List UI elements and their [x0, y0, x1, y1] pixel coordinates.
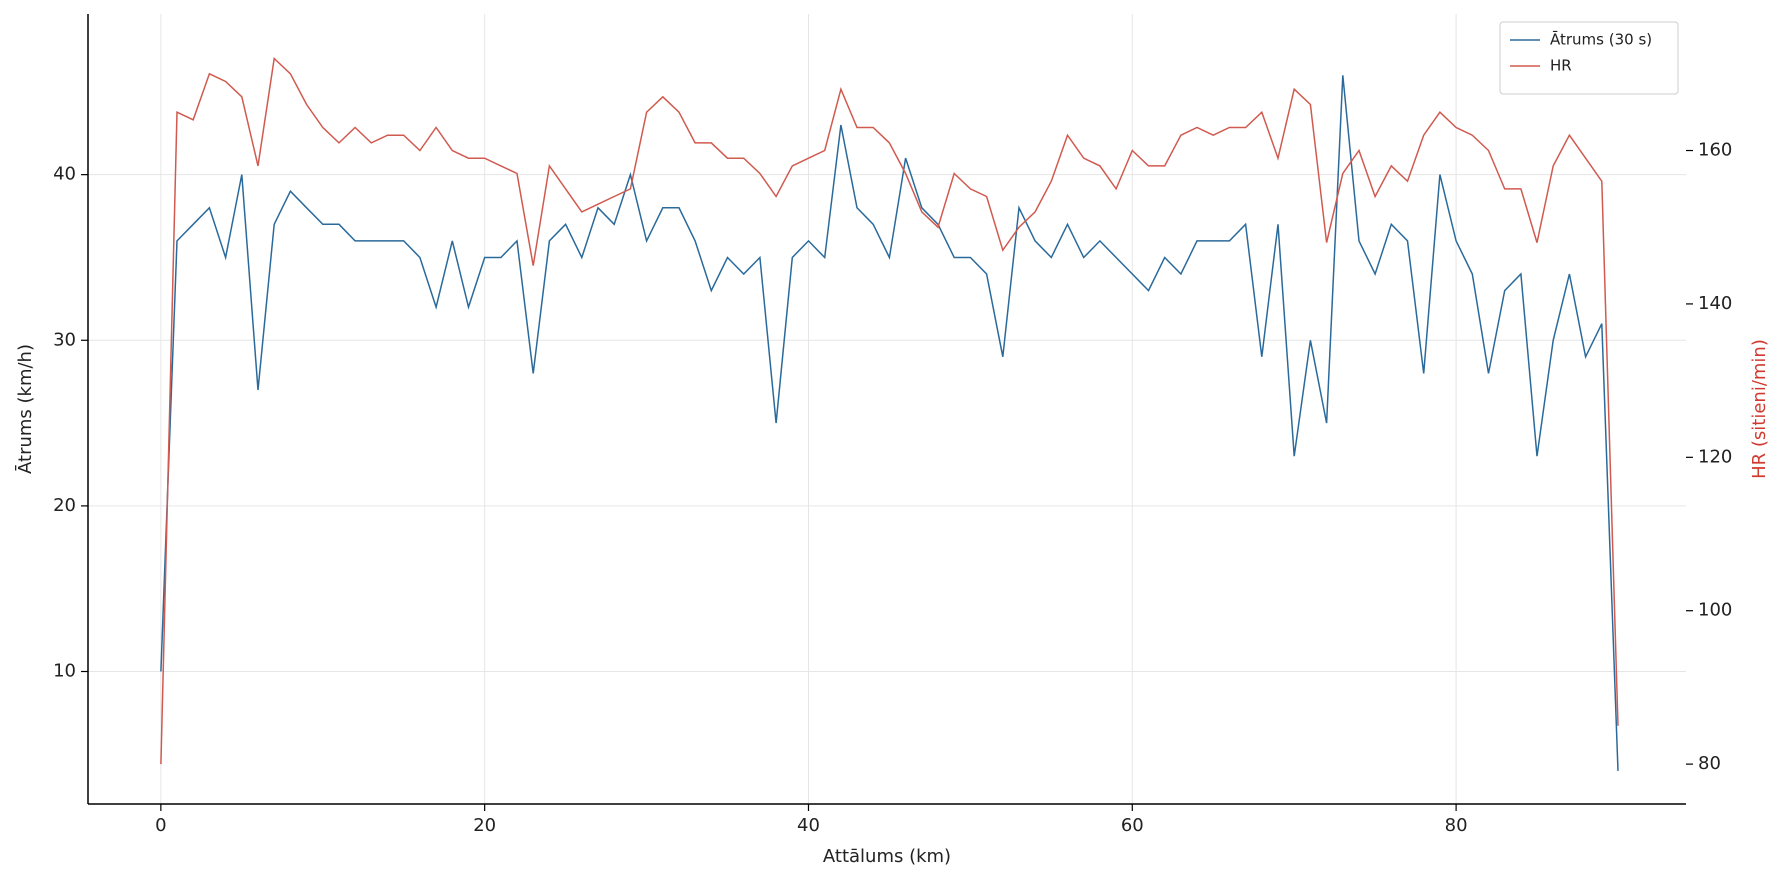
x-tick-label: 40	[797, 815, 820, 836]
x-tick-label: 0	[155, 815, 166, 836]
y-axis-label: Ātrums (km/h)	[14, 344, 36, 474]
y-tick-label: 10	[53, 661, 76, 682]
series-line	[160, 75, 1619, 771]
y-tick-label: 40	[53, 164, 76, 185]
y2-tick-label: 140	[1698, 293, 1732, 314]
y2-tick-label: 80	[1698, 753, 1721, 774]
legend-box	[1499, 21, 1679, 95]
x-tick-label: 80	[1445, 815, 1468, 836]
legend: Ātrums (30 s) HR	[1499, 21, 1679, 95]
legend-label: HR	[1550, 57, 1572, 75]
y2-tick-label: 120	[1698, 446, 1732, 467]
y2-tick-label: 160	[1698, 140, 1732, 161]
y2-axis-label: HR (sitieni/min)	[1749, 339, 1770, 479]
y2-tick-label: 100	[1698, 600, 1732, 621]
y-tick-label: 20	[53, 495, 76, 516]
x-tick-label: 20	[473, 815, 496, 836]
series-line	[160, 56, 1619, 765]
x-axis-label: Attālums (km)	[823, 846, 951, 867]
y-tick-label: 30	[53, 329, 76, 350]
x-tick-label: 60	[1121, 815, 1144, 836]
legend-label: Ātrums (30 s)	[1550, 31, 1652, 49]
